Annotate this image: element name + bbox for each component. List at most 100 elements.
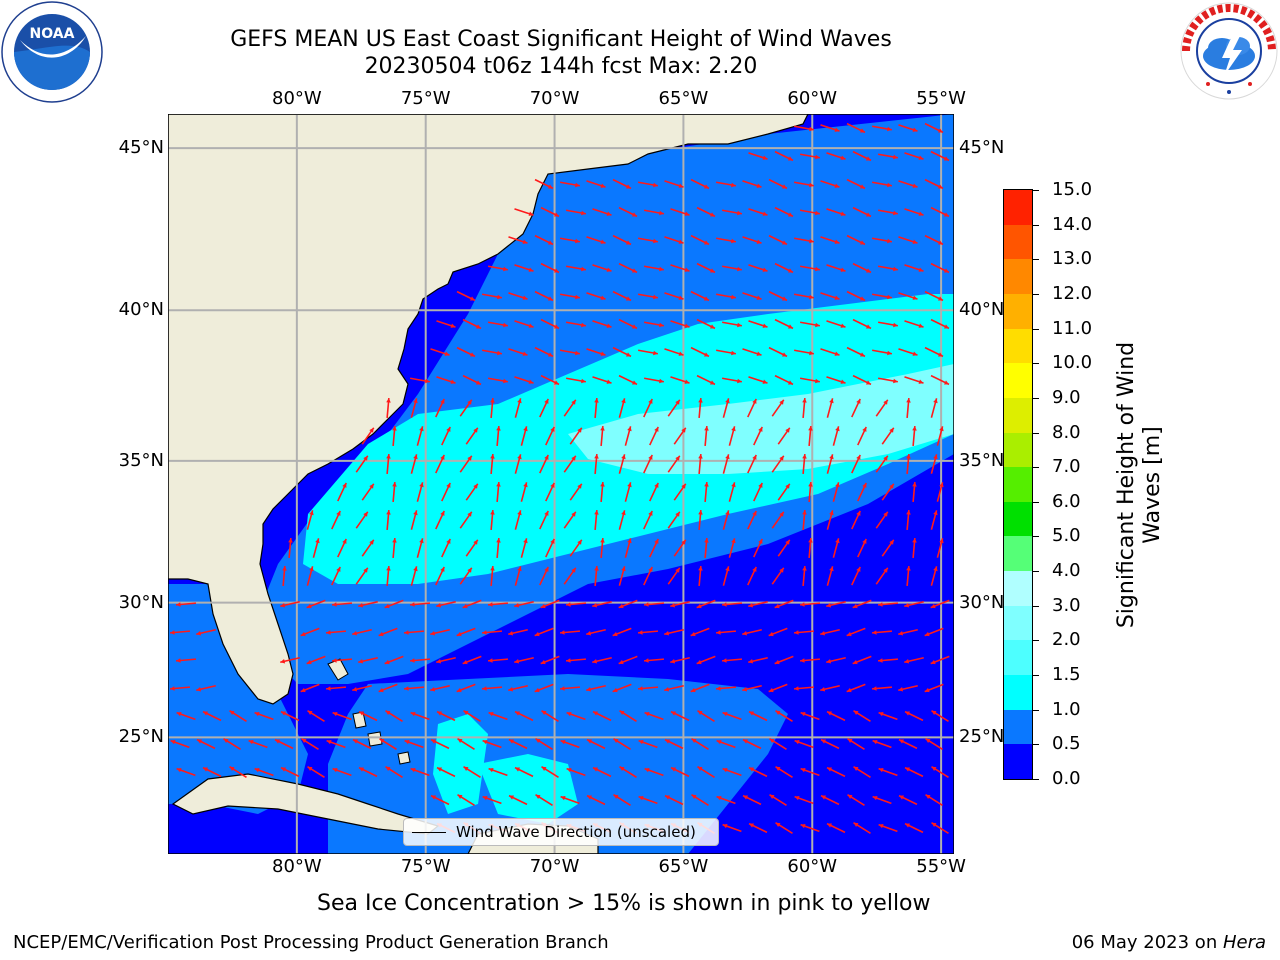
wind-wave-arrow	[872, 739, 892, 749]
wind-wave-arrow	[936, 426, 944, 446]
wind-wave-arrow	[721, 602, 743, 607]
wind-wave-arrow	[832, 426, 840, 446]
wind-wave-arrow	[742, 628, 762, 636]
wind-wave-arrow	[794, 181, 814, 188]
ocean-1-1.5m-patch	[433, 714, 488, 814]
wind-wave-arrow	[872, 293, 892, 300]
wind-wave-arrow	[690, 346, 710, 358]
wind-wave-arrow	[404, 739, 424, 749]
wind-wave-arrow	[409, 658, 431, 663]
wind-wave-arrow	[482, 795, 502, 805]
wind-wave-arrow	[435, 454, 445, 474]
colorbar-tick-mark	[1033, 675, 1039, 677]
wind-wave-arrow	[802, 565, 807, 587]
wind-wave-arrow	[202, 710, 222, 722]
wind-wave-arrow	[878, 321, 898, 328]
wind-wave-arrow	[716, 795, 736, 805]
wind-wave-arrow	[748, 376, 768, 384]
wind-wave-arrow	[802, 453, 807, 475]
colorbar-tick-mark	[1033, 709, 1039, 711]
wind-wave-arrow	[690, 178, 710, 190]
wind-wave-arrow	[534, 290, 554, 302]
colorbar-label-line2: Waves [m]	[1140, 426, 1165, 544]
wind-wave-arrow	[696, 318, 716, 330]
wind-wave-arrow	[747, 566, 757, 586]
wind-wave-arrow	[638, 181, 658, 188]
wind-wave-arrow	[545, 482, 555, 502]
wind-wave-arrow	[643, 510, 653, 530]
wind-wave-arrow	[592, 656, 612, 664]
wind-wave-arrow	[325, 686, 347, 691]
wind-wave-arrow	[594, 397, 599, 419]
wind-wave-arrow	[352, 684, 372, 692]
wind-wave-arrow	[540, 599, 560, 609]
wind-wave-arrow	[463, 766, 481, 778]
colorbar-tick-mark	[1033, 224, 1039, 226]
wind-wave-arrow	[332, 767, 352, 777]
wind-wave-arrow	[618, 398, 626, 418]
wind-wave-arrow	[436, 656, 456, 664]
wind-wave-arrow	[667, 511, 681, 529]
wind-wave-arrow	[563, 567, 577, 585]
wind-wave-arrow	[847, 738, 865, 750]
wind-wave-arrow	[774, 374, 794, 386]
wind-wave-arrow	[392, 537, 397, 559]
wind-wave-arrow	[586, 628, 606, 636]
wind-wave-arrow	[514, 454, 522, 474]
wind-wave-arrow	[649, 426, 659, 446]
wind-wave-arrow	[774, 655, 794, 665]
wind-wave-arrow	[667, 455, 681, 473]
wind-wave-arrow	[569, 483, 583, 501]
wind-wave-arrow	[877, 602, 899, 607]
wind-wave-arrow	[618, 454, 626, 474]
wind-wave-arrow	[826, 152, 846, 160]
wind-wave-arrow	[690, 683, 710, 693]
wind-wave-arrow	[545, 538, 555, 558]
footer-branch: NCEP/EMC/Verification Post Processing Pr…	[13, 932, 609, 953]
wind-wave-arrow	[644, 711, 664, 721]
wind-wave-arrow	[612, 290, 632, 302]
wind-wave-arrow	[878, 265, 898, 272]
wind-wave-arrow	[716, 293, 736, 300]
wind-wave-arrow	[906, 509, 911, 531]
wind-wave-arrow	[540, 655, 560, 665]
wind-wave-arrow	[826, 710, 846, 722]
wind-wave-arrow	[698, 565, 703, 587]
wind-wave-arrow	[624, 482, 632, 502]
wind-wave-arrow	[753, 426, 763, 446]
wind-wave-arrow	[696, 599, 716, 609]
wind-wave-arrow	[508, 684, 528, 692]
wind-wave-arrow	[545, 426, 555, 446]
wind-wave-arrow	[852, 318, 872, 330]
wind-wave-arrow	[925, 794, 943, 806]
colorbar-segment	[1004, 397, 1032, 434]
wind-wave-arrow	[618, 655, 638, 665]
lat-label-left: 30°N	[118, 591, 164, 613]
wind-wave-arrow	[638, 349, 658, 356]
wind-wave-arrow	[288, 537, 293, 559]
wind-wave-arrow	[306, 510, 314, 530]
wind-wave-arrow	[852, 599, 872, 609]
wind-wave-arrow	[826, 376, 846, 384]
wind-wave-arrow	[534, 346, 554, 358]
colorbar-tick-mark	[1033, 363, 1039, 365]
wind-wave-arrow	[481, 630, 503, 635]
wind-wave-arrow	[847, 794, 865, 806]
wind-wave-arrow	[878, 377, 898, 384]
wind-wave-arrow	[930, 454, 938, 474]
wind-wave-arrow	[331, 566, 341, 586]
wind-wave-arrow	[936, 482, 944, 502]
wind-wave-arrow	[618, 318, 638, 330]
wind-wave-arrow	[169, 630, 191, 635]
wind-wave-arrow	[800, 153, 820, 160]
wind-wave-arrow	[644, 377, 664, 384]
wind-wave-arrow	[852, 655, 872, 665]
wind-wave-arrow	[872, 125, 892, 132]
wind-wave-arrow	[600, 481, 605, 503]
wind-wave-arrow	[930, 398, 938, 418]
wind-wave-arrow	[667, 399, 681, 417]
wind-wave-arrow	[728, 482, 736, 502]
wind-wave-arrow	[592, 376, 612, 384]
lat-label-left: 25°N	[118, 726, 164, 748]
wind-wave-arrow	[696, 262, 716, 274]
